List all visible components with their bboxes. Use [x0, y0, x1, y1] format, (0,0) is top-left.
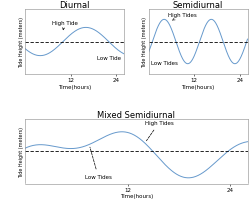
- Y-axis label: Tide Height (meters): Tide Height (meters): [18, 17, 24, 68]
- Title: Mixed Semidiurnal: Mixed Semidiurnal: [97, 110, 175, 119]
- Text: Low Tide: Low Tide: [97, 55, 121, 60]
- Y-axis label: Tide Height (meters): Tide Height (meters): [18, 126, 24, 177]
- X-axis label: Time(hours): Time(hours): [120, 193, 153, 198]
- Text: High Tides: High Tides: [145, 120, 174, 141]
- X-axis label: Time(hours): Time(hours): [182, 84, 215, 89]
- Text: High Tide: High Tide: [52, 21, 78, 31]
- Y-axis label: Tide Height (meters): Tide Height (meters): [142, 17, 147, 68]
- Title: Diurnal: Diurnal: [59, 1, 90, 10]
- Text: Low Tides: Low Tides: [85, 147, 112, 180]
- Text: Low Tides: Low Tides: [150, 60, 178, 65]
- Text: High Tides: High Tides: [168, 13, 196, 21]
- X-axis label: Time(hours): Time(hours): [58, 84, 91, 89]
- Title: Semidiurnal: Semidiurnal: [173, 1, 223, 10]
